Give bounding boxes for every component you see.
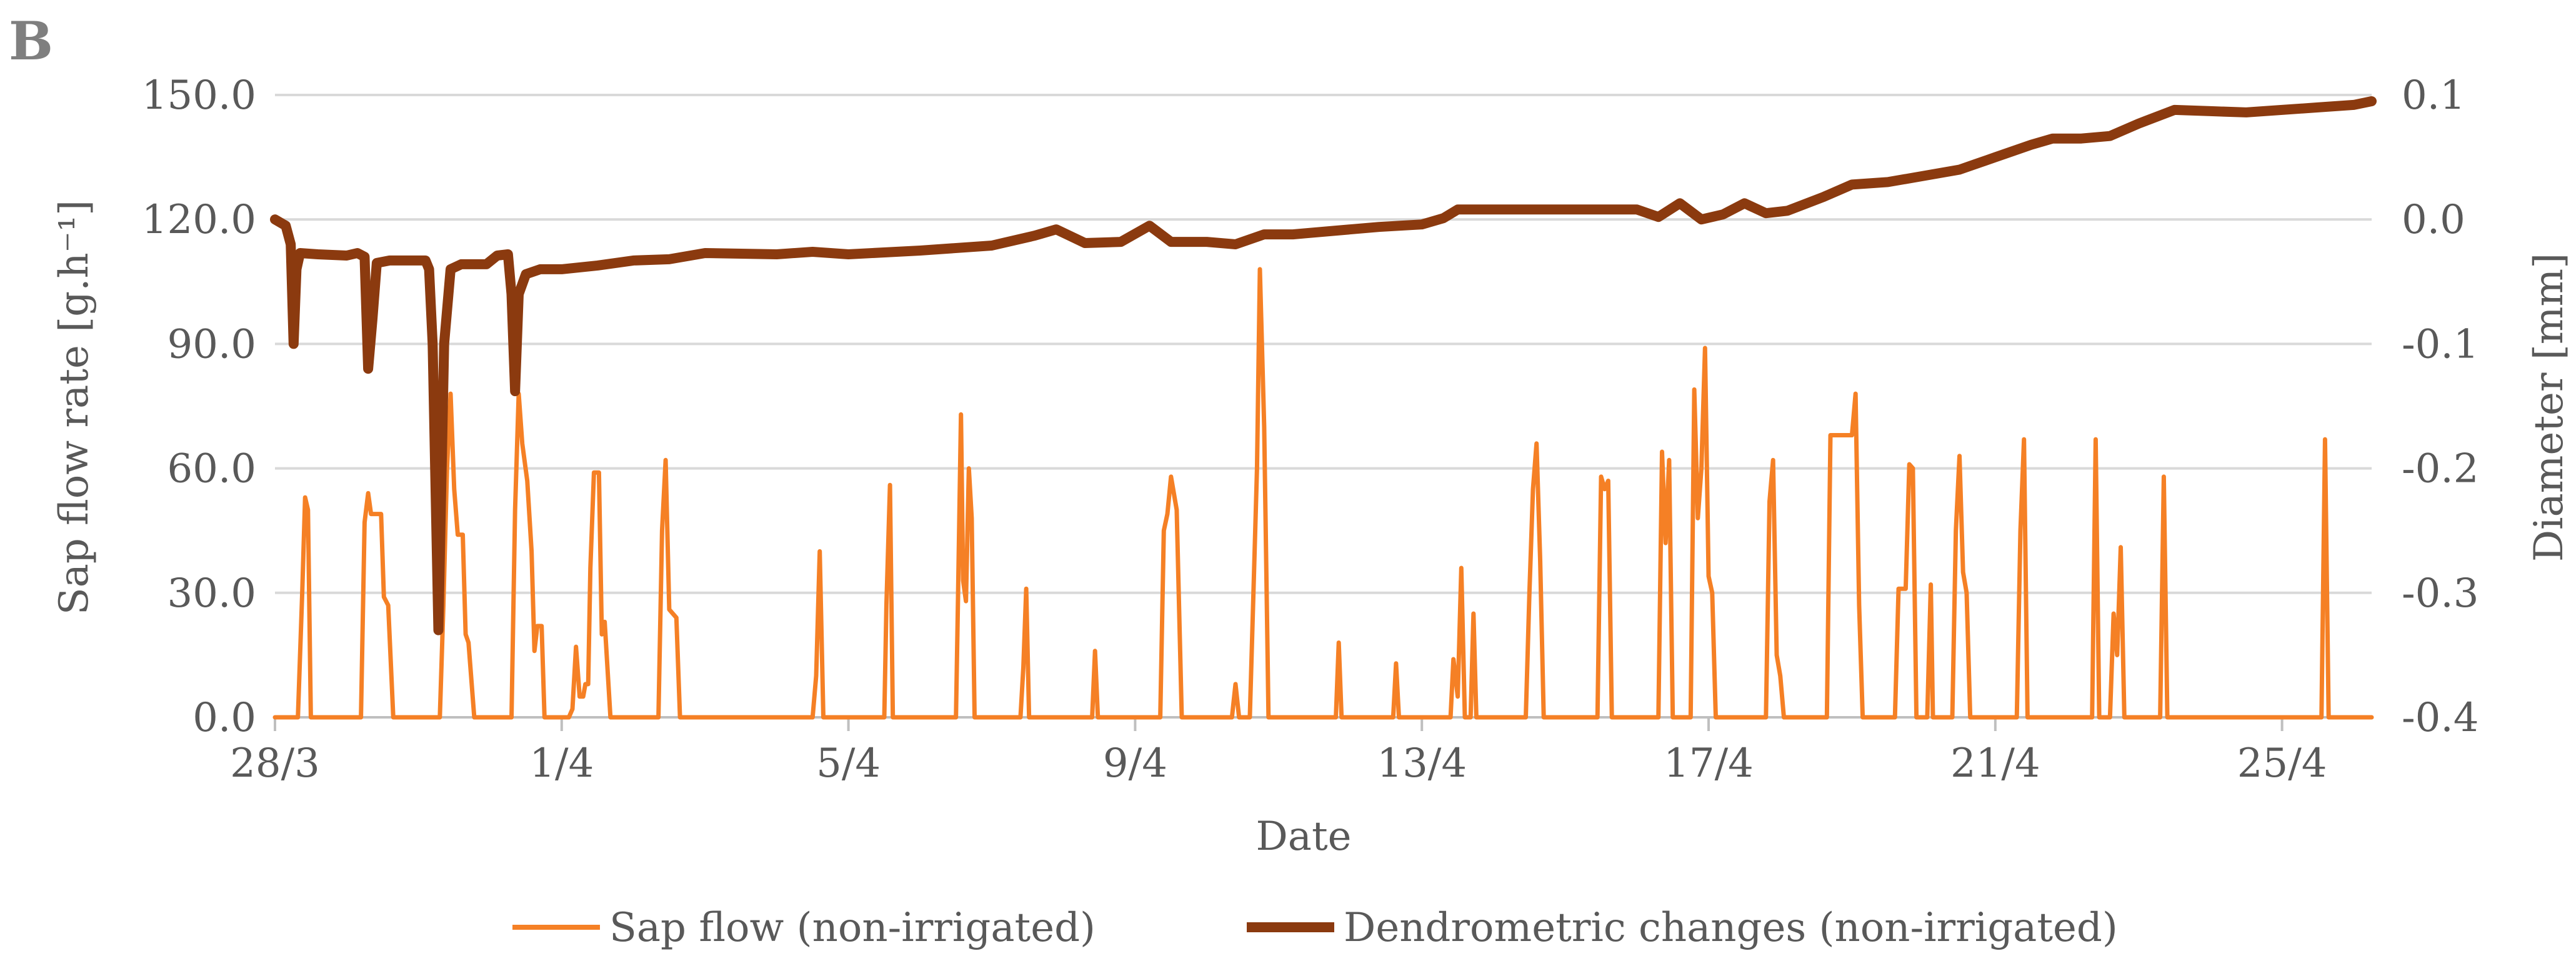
x-tick-label: 1/4	[529, 740, 594, 787]
x-tick-label: 25/4	[2237, 740, 2327, 787]
x-tick-label: 21/4	[1950, 740, 2040, 787]
x-axis-label: Date	[1256, 814, 1351, 860]
x-tick-label: 13/4	[1377, 740, 1467, 787]
y-left-tick-label: 30.0	[167, 570, 257, 617]
x-tick-label: 9/4	[1103, 740, 1167, 787]
legend-label-dendrometric: Dendrometric changes (non-irrigated)	[1344, 905, 2118, 951]
legend: Sap flow (non-irrigated) Dendrometric ch…	[512, 905, 2118, 951]
x-tick-label: 17/4	[1664, 740, 1754, 787]
gridlines	[275, 94, 2372, 594]
y-right-tick-label: -0.1	[2402, 321, 2479, 367]
y-axis-left-label: Sap flow rate [g.h⁻¹]	[51, 200, 97, 615]
x-axis-ticks: 28/3 1/4 5/4 9/4 13/4 17/4 21/4 25/4	[230, 717, 2327, 787]
series-layer	[270, 96, 2377, 720]
y-left-tick-label: 60.0	[167, 446, 257, 492]
series-line-dendrometric	[270, 96, 2377, 635]
panel-label: B	[9, 10, 53, 72]
y-left-tick-label: 150.0	[142, 72, 256, 119]
y-right-tick-label: -0.4	[2402, 695, 2479, 741]
y-left-tick-label: 90.0	[167, 321, 257, 367]
y-right-tick-label: -0.2	[2402, 446, 2479, 492]
y-axis-right-label: Diameter [mm]	[2526, 253, 2572, 562]
y-left-tick-label: 0.0	[192, 695, 256, 741]
x-tick-label: 28/3	[230, 740, 320, 787]
y-right-tick-label: -0.3	[2402, 570, 2479, 617]
series-line-sap-flow	[272, 267, 2374, 720]
y-right-tick-label: 0.1	[2402, 72, 2465, 119]
right-axis-ticks: -0.4 -0.3 -0.2 -0.1 0.0 0.1	[2402, 72, 2479, 741]
y-left-tick-label: 120.0	[142, 197, 256, 243]
y-right-tick-label: 0.0	[2402, 197, 2465, 243]
legend-label-sap-flow: Sap flow (non-irrigated)	[609, 905, 1096, 951]
left-axis-ticks: 0.0 30.0 60.0 90.0 120.0 150.0	[142, 72, 256, 741]
x-tick-label: 5/4	[816, 740, 881, 787]
